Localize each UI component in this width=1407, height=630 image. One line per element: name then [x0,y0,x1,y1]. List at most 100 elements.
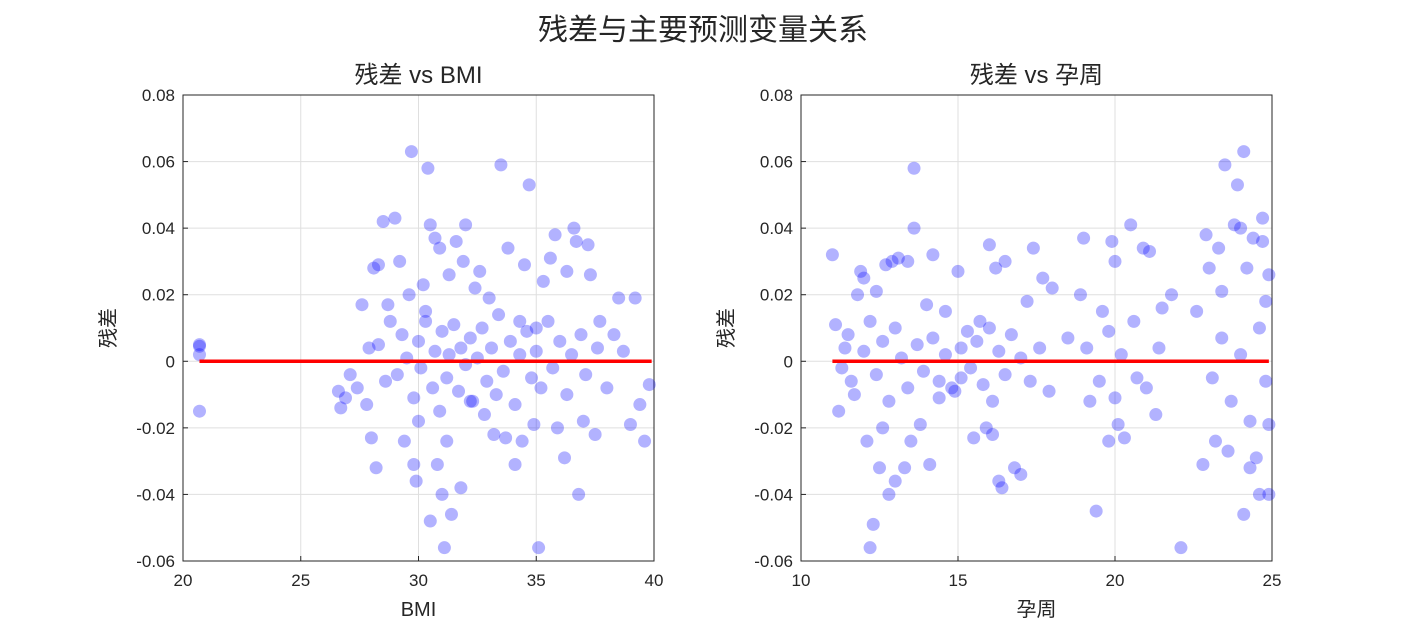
chart-0-y-tick-label-0: -0.06 [136,552,175,571]
chart-1-point-88 [1256,234,1270,248]
chart-1-point-14 [879,258,893,272]
chart-0-point-123 [565,348,579,362]
chart-0-point-50 [499,431,513,445]
chart-0-point-96 [435,324,449,338]
chart-0-point-121 [553,334,567,348]
chart-0-point-75 [607,328,621,342]
chart-0-y-tick-label-5: 0.04 [142,219,175,238]
chart-0-point-47 [482,291,496,305]
chart-1-plot-frame [800,94,1273,562]
chart-1-point-79 [1234,221,1248,235]
chart-1-point-100 [882,394,896,408]
chart-0-point-77 [616,344,630,358]
chart-1-point-104 [910,338,924,352]
chart-1-point-12 [873,461,886,475]
chart-0-point-66 [567,221,581,235]
chart-1-point-91 [1262,268,1276,282]
chart-0-point-27 [419,314,433,328]
chart-1-point-50 [1073,288,1087,302]
chart-0-point-2 [192,348,206,362]
chart-1-point-8 [860,434,874,448]
chart-0-point-60 [536,274,550,288]
chart-0-x-tick-label-2: 30 [409,571,428,590]
chart-1-point-71 [1202,261,1216,275]
chart-1-point-116 [992,344,1006,358]
chart-0-point-18 [388,211,402,225]
chart-1-point-131 [1205,371,1219,385]
chart-1-point-21 [904,434,918,448]
chart-0-point-25 [412,414,425,428]
chart-0-point-89 [407,391,421,405]
chart-1-point-45 [1020,294,1034,308]
chart-1-point-59 [1117,431,1131,445]
chart-1-point-42 [998,254,1012,268]
chart-0-point-1 [192,339,206,353]
chart-1-point-120 [1023,374,1037,388]
chart-1-y-tick-label-1: -0.04 [754,485,793,504]
chart-1-point-44 [1014,467,1028,481]
chart-0-point-126 [590,341,604,355]
chart-0-point-71 [583,268,597,282]
chart-0-point-103 [463,331,477,345]
chart-1-point-66 [1165,288,1179,302]
chart-0-point-67 [569,234,583,248]
chart-0-point-100 [452,384,466,398]
chart-1-point-114 [982,321,996,335]
chart-1-point-13 [876,421,890,435]
chart-1-point-25 [920,298,934,312]
chart-0-point-58 [529,321,543,335]
chart-1-point-137 [1259,374,1273,388]
chart-0-point-24 [409,474,423,488]
chart-0-x-tick-label-4: 40 [645,571,664,590]
chart-1-point-39 [989,261,1003,275]
chart-1-point-35 [973,314,987,328]
chart-1-point-32 [954,371,968,385]
chart-1-point-103 [901,381,915,395]
chart-1-point-72 [1208,434,1222,448]
chart-1-point-40 [992,474,1006,488]
chart-0-point-43 [463,394,477,408]
chart-0-point-21 [402,288,416,302]
chart-0-point-55 [517,258,531,272]
chart-1-point-90 [1262,487,1276,501]
chart-1-point-105 [916,364,930,378]
chart-1-y-axis-label: 残差 [715,308,738,348]
chart-0-point-57 [527,418,541,432]
chart-1-y-tick-label-6: 0.06 [760,153,793,172]
chart-0-point-90 [412,334,425,348]
chart-1-point-82 [1240,261,1254,275]
chart-1-point-113 [976,378,990,392]
chart-0-point-41 [456,254,470,268]
chart-0-point-79 [628,291,642,305]
chart-1-point-109 [948,384,962,398]
chart-1-point-81 [1237,507,1251,521]
chart-1-point-76 [1221,444,1235,458]
chart-0-point-106 [475,321,489,335]
chart-0-point-39 [449,234,463,248]
chart-1-point-128 [1127,314,1141,328]
chart-1-point-127 [1114,348,1128,362]
chart-1-point-68 [1190,304,1204,318]
chart-0-point-125 [579,368,593,382]
chart-1-point-4 [844,374,858,388]
chart-0-point-111 [496,364,510,378]
chart-1-point-97 [863,314,877,328]
chart-1-point-108 [938,348,952,362]
chart-0-x-tick-label-0: 20 [174,571,193,590]
chart-0-title: 残差 vs BMI [354,62,482,89]
chart-0-point-45 [473,264,487,278]
chart-1-y-tick-label-0: -0.06 [754,552,793,571]
chart-0-y-tick-label-7: 0.08 [142,86,175,105]
chart-0-point-68 [572,487,586,501]
chart-1-point-52 [1083,394,1097,408]
chart-1-point-5 [851,288,865,302]
chart-1-point-48 [1045,281,1059,295]
chart-1-point-47 [1036,271,1050,285]
chart-0-point-30 [423,514,437,528]
chart-1-x-tick-label-3: 25 [1263,571,1282,590]
chart-1-point-19 [898,461,912,475]
chart-1-point-110 [954,341,968,355]
chart-1-point-34 [967,431,981,445]
chart-1-y-tick-label-4: 0.02 [760,286,793,305]
chart-1-point-29 [938,304,952,318]
